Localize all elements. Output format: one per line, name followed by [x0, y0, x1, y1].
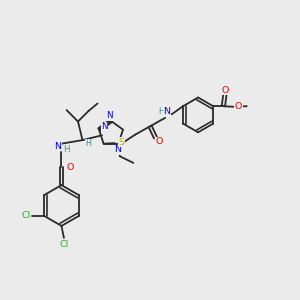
Text: O: O — [155, 137, 163, 146]
Text: H: H — [85, 139, 91, 148]
Text: N: N — [54, 142, 61, 151]
Text: O: O — [235, 102, 242, 111]
Text: N: N — [101, 122, 108, 131]
Text: H: H — [158, 107, 164, 116]
Text: O: O — [222, 86, 229, 95]
Text: Cl: Cl — [21, 211, 31, 220]
Text: S: S — [118, 138, 124, 147]
Text: N: N — [106, 111, 113, 120]
Text: O: O — [66, 163, 74, 172]
Text: N: N — [164, 107, 170, 116]
Text: N: N — [114, 145, 121, 154]
Text: Cl: Cl — [59, 240, 68, 249]
Text: H: H — [63, 145, 70, 154]
